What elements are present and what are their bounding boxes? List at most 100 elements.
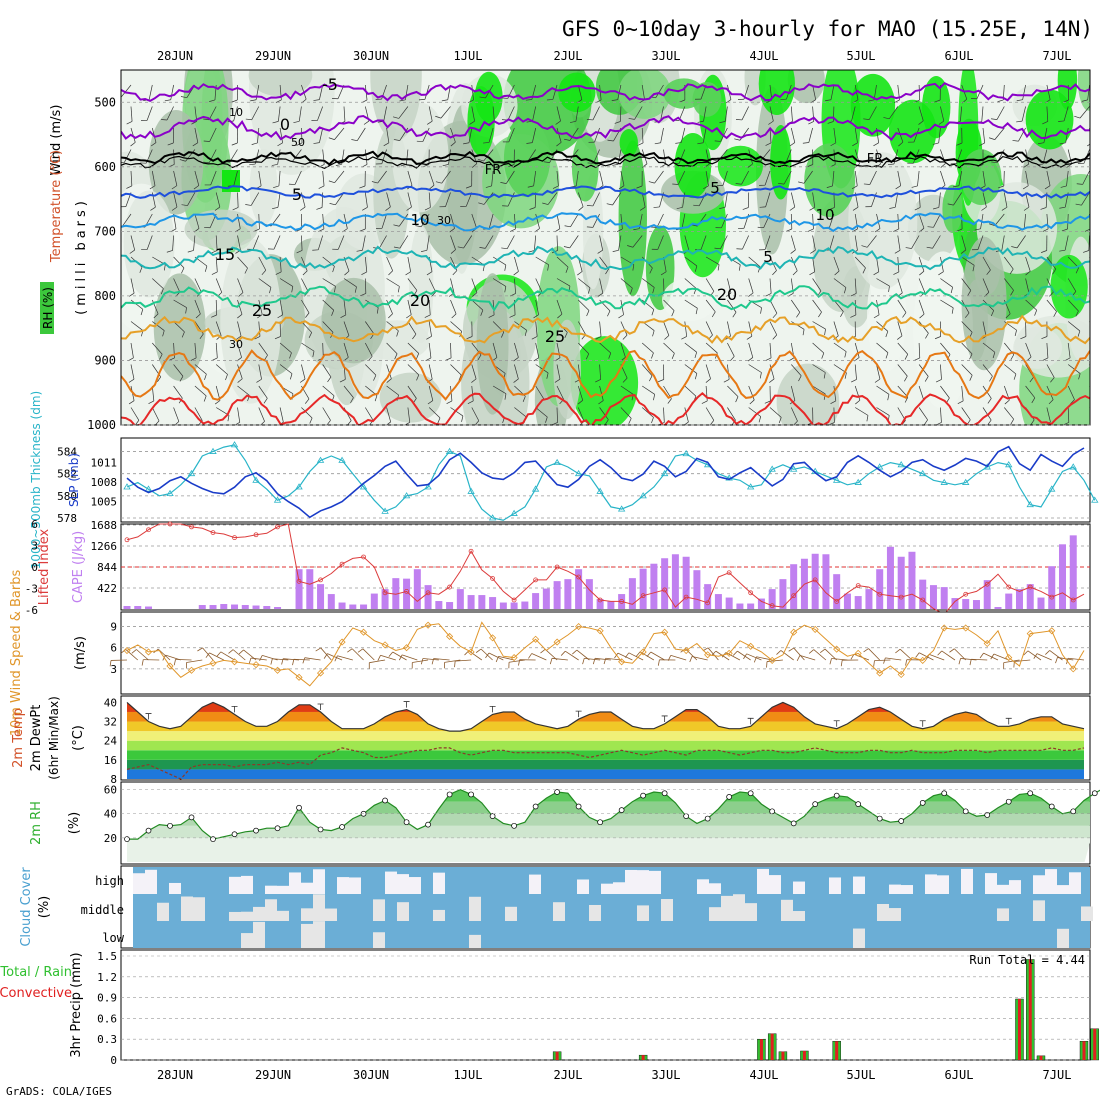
contour-label: 10 bbox=[229, 106, 243, 119]
upper-barb-flag bbox=[671, 310, 675, 317]
upper-barb-flag bbox=[607, 310, 611, 317]
upper-barb-flag bbox=[772, 334, 778, 340]
cape-bar bbox=[220, 604, 228, 609]
upper-barb-shaft bbox=[620, 213, 623, 229]
thickness-point bbox=[359, 483, 368, 490]
contour-minus5 bbox=[121, 81, 1090, 103]
upper-barb-shaft bbox=[748, 256, 761, 267]
cape-bar bbox=[241, 605, 249, 609]
rh-shade-moist bbox=[663, 78, 705, 109]
upper-barb-shaft bbox=[833, 149, 836, 165]
upper-barb-shaft bbox=[569, 127, 579, 141]
thickness-point bbox=[983, 463, 991, 470]
rh-point bbox=[962, 808, 969, 815]
upper-barb-flag bbox=[651, 417, 654, 424]
upper-barb-shaft bbox=[663, 342, 675, 354]
rh-point bbox=[403, 819, 410, 826]
upper-barb-flag bbox=[180, 96, 187, 99]
rh-point bbox=[296, 804, 302, 811]
upper-barb-shaft bbox=[356, 127, 366, 141]
upper-barb-shaft bbox=[471, 299, 484, 311]
upper-barb-shaft bbox=[343, 385, 354, 398]
upper-barb-shaft bbox=[471, 407, 480, 421]
cape-bar bbox=[929, 585, 937, 609]
cape-bar bbox=[747, 603, 755, 609]
cloud-cell bbox=[661, 899, 673, 921]
contour-label: 50 bbox=[291, 136, 305, 149]
rh-shade-moist bbox=[503, 119, 551, 198]
upper-barb-flag bbox=[622, 334, 628, 340]
cloud-cell bbox=[145, 869, 157, 894]
upper-barb-shaft bbox=[741, 170, 750, 185]
upper-barb-shaft bbox=[1089, 256, 1090, 259]
upper-barb-flag bbox=[904, 354, 909, 360]
upper-barb-flag bbox=[237, 378, 243, 383]
li-point bbox=[683, 594, 689, 600]
wind10m-barb bbox=[737, 650, 751, 661]
wind10m-barb bbox=[1068, 657, 1085, 661]
upper-barb-shaft bbox=[428, 170, 435, 186]
upper-barb-flag bbox=[269, 287, 272, 294]
upper-barb-shaft bbox=[343, 321, 350, 336]
upper-barb-shaft bbox=[364, 149, 368, 165]
slp-tick: 1008 bbox=[91, 476, 118, 489]
upper-barb-flag bbox=[293, 121, 300, 124]
upper-barb-shaft bbox=[301, 256, 308, 271]
cape-bar bbox=[489, 597, 497, 609]
upper-barb-flag bbox=[533, 314, 539, 319]
upper-barb-shaft bbox=[450, 407, 464, 417]
upper-barb-flag bbox=[719, 121, 726, 124]
upper-barb-shaft bbox=[578, 342, 590, 354]
upper-barb-shaft bbox=[364, 256, 368, 272]
upper-barb-shaft bbox=[660, 127, 664, 143]
upper-barb-shaft bbox=[940, 342, 951, 355]
upper-barb-shaft bbox=[599, 235, 604, 251]
upper-barb-flag bbox=[725, 99, 732, 104]
cloud-cell bbox=[433, 909, 445, 921]
upper-barb-flag bbox=[1092, 335, 1096, 339]
upper-barb-flag bbox=[192, 142, 199, 147]
cloud-cell bbox=[1033, 875, 1045, 894]
li-point bbox=[511, 597, 517, 603]
cape-bar bbox=[478, 595, 486, 609]
cloud-cell bbox=[1057, 885, 1069, 894]
upper-barb-flag bbox=[1075, 267, 1079, 274]
upper-barb-flag bbox=[405, 271, 411, 276]
upper-barb-flag bbox=[694, 373, 698, 380]
upper-barb-shaft bbox=[663, 149, 666, 165]
cloud-cell bbox=[241, 933, 253, 948]
cape-bar bbox=[790, 564, 798, 609]
upper-barb-flag bbox=[501, 247, 508, 250]
upper-barb-shaft bbox=[445, 192, 451, 207]
upper-barb-shaft bbox=[237, 299, 243, 315]
rh-shade-blob bbox=[776, 363, 840, 425]
cape-bar bbox=[542, 588, 550, 609]
upper-barb-shaft bbox=[1089, 407, 1090, 409]
li-point bbox=[275, 524, 280, 530]
upper-barb-flag bbox=[450, 141, 456, 147]
upper-barb-flag bbox=[383, 142, 390, 147]
precip-bar-convective bbox=[759, 1039, 763, 1060]
upper-barb-flag bbox=[828, 207, 835, 211]
upper-barb-shaft bbox=[1046, 256, 1057, 270]
rh-shade-moist bbox=[1025, 89, 1074, 150]
date-label-bottom-3JUL: 3JUL bbox=[652, 1068, 681, 1082]
wind10m-point bbox=[897, 670, 905, 679]
upper-barb-flag bbox=[313, 99, 320, 101]
upper-barb-flag bbox=[451, 313, 457, 319]
upper-barb-flag bbox=[667, 398, 672, 404]
contour-freezing-2 bbox=[121, 155, 1090, 170]
upper-barb-flag bbox=[326, 420, 331, 425]
upper-barb-shaft bbox=[130, 407, 140, 421]
upper-barb-shaft bbox=[365, 407, 374, 421]
upper-barb-flag bbox=[1013, 373, 1017, 380]
wind10m-barb bbox=[594, 657, 611, 661]
upper-barb-flag bbox=[938, 120, 945, 125]
upper-barb-shaft bbox=[748, 278, 754, 293]
upper-barb-shaft bbox=[833, 321, 839, 336]
upper-barb-flag bbox=[271, 163, 278, 166]
upper-barb-flag bbox=[894, 250, 901, 254]
upper-barb-shaft bbox=[918, 299, 925, 315]
upper-barb-flag bbox=[1060, 185, 1067, 188]
upper-barb-flag bbox=[902, 312, 907, 318]
